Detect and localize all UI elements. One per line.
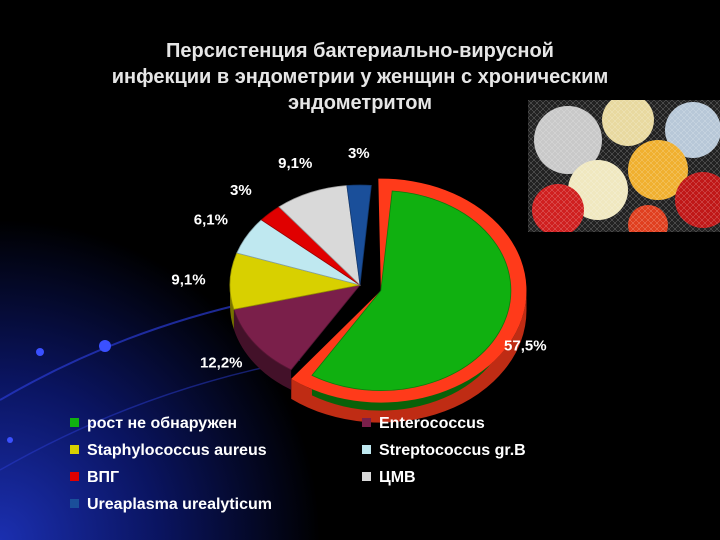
- pie-slice-ring-side: [291, 290, 527, 423]
- pie-slice-6: [346, 184, 372, 286]
- legend-swatch: [70, 499, 79, 509]
- pie-slice-label-2: 9,1%: [171, 272, 205, 289]
- legend-item-rost: рост не обнаружен: [70, 414, 237, 434]
- pie-slice-0: [311, 190, 512, 391]
- legend-item-vpg: ВПГ: [70, 468, 119, 488]
- legend-swatch: [70, 472, 79, 482]
- title-line-2: инфекции в эндометрии у женщин с хрониче…: [111, 66, 609, 88]
- legend-item-enterococcus: Enterococcus: [362, 414, 485, 434]
- legend-item-cmv: ЦМВ: [362, 468, 416, 488]
- legend-swatch: [362, 418, 371, 428]
- pie-slice-label-1: 12,2%: [200, 355, 243, 372]
- decorative-petri-dish-image: [528, 100, 720, 232]
- pie-slice-side: [233, 309, 292, 390]
- title-line-3: эндометритом: [287, 92, 432, 114]
- pie-slice-label-5: 9,1%: [278, 155, 312, 172]
- title-line-1: Персистенция бактериально-вирусной: [166, 40, 554, 62]
- legend-item-staphylococcus: Staphylococcus aureus: [70, 441, 267, 461]
- legend-swatch: [362, 445, 371, 455]
- pie-slice-side: [230, 285, 234, 330]
- pie-slice-label-3: 6,1%: [194, 212, 228, 229]
- legend-swatch: [70, 418, 79, 428]
- slide-title: Персистенция бактериально-вирусной инфек…: [40, 38, 680, 116]
- pie-slice-1: [233, 284, 362, 371]
- legend-swatch: [362, 472, 371, 482]
- legend-item-ureaplasma: Ureaplasma urealyticum: [70, 495, 272, 515]
- pie-slice-label-4: 3%: [230, 182, 252, 199]
- legend-item-streptococcus: Streptococcus gr.B: [362, 441, 526, 461]
- pie-slice-label-0: 57,5%: [504, 338, 547, 355]
- legend-swatch: [70, 445, 79, 455]
- pie-slice-label-6: 3%: [348, 145, 370, 162]
